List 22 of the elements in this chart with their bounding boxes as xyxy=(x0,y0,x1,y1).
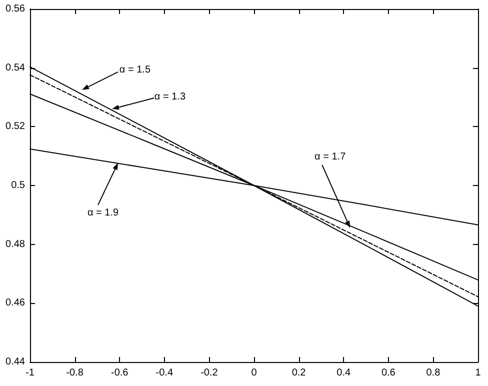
x-tick-label: -1 xyxy=(26,368,35,378)
y-tick-label: 0.52 xyxy=(6,121,26,132)
x-tick-label: 0.8 xyxy=(426,368,441,378)
x-tick-label: -0.6 xyxy=(110,368,129,378)
y-tick-label: 0.46 xyxy=(6,298,26,309)
y-tick-label: 0.5 xyxy=(11,180,26,191)
x-tick-label: 0.6 xyxy=(381,368,396,378)
y-tick-label: 0.44 xyxy=(6,356,26,368)
x-tick-label: -0.8 xyxy=(66,368,84,378)
annotation: α = 1.9 xyxy=(87,207,120,218)
x-tick-label: 0.4 xyxy=(336,368,351,378)
annotation: α = 1.5 xyxy=(119,64,151,76)
x-tick-label: 0 xyxy=(251,368,258,378)
x-tick-label: 0.2 xyxy=(292,368,306,378)
x-tick-label: -0.2 xyxy=(200,368,218,378)
x-tick-label: -0.4 xyxy=(156,368,174,378)
y-tick-label: 0.56 xyxy=(6,4,26,14)
y-tick-label: 0.54 xyxy=(6,62,26,74)
y-tick-label: 0.48 xyxy=(6,238,26,250)
annotation: α = 1.3 xyxy=(154,92,186,103)
annotation: α = 1.7 xyxy=(314,151,346,162)
x-tick-label: 1 xyxy=(475,368,482,378)
